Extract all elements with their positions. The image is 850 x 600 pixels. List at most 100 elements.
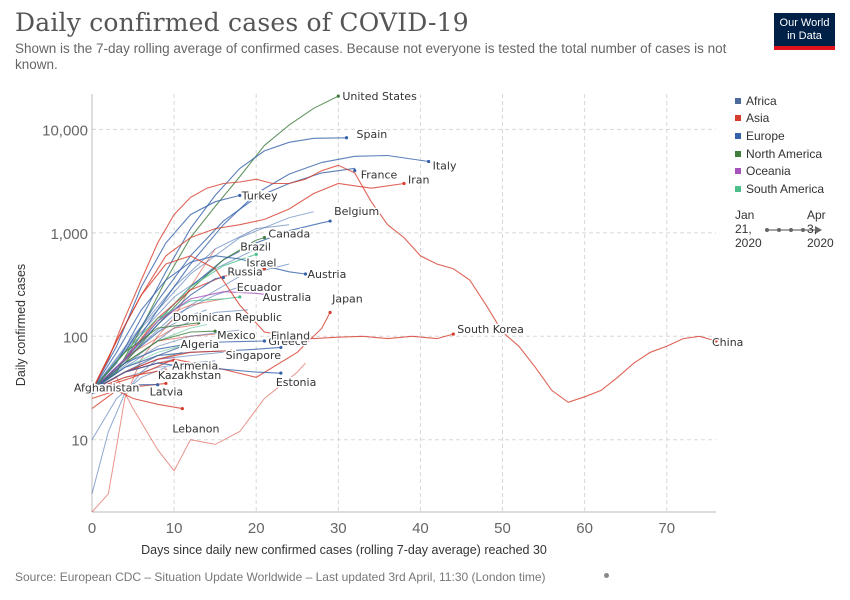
x-axis-title: Days since daily new confirmed cases (ro… bbox=[141, 543, 547, 557]
series-label: Algeria bbox=[181, 338, 220, 351]
series-label: Australia bbox=[263, 291, 312, 304]
y-tick-label: 10 bbox=[71, 433, 88, 450]
timeline-track[interactable] bbox=[765, 224, 825, 236]
series-endpoint bbox=[172, 359, 176, 363]
series-label: Russia bbox=[227, 266, 262, 279]
x-tick-label: 70 bbox=[658, 520, 675, 537]
series-endpoint bbox=[238, 295, 242, 299]
series-line-background bbox=[91, 358, 159, 494]
legend: Africa Asia Europe North America Oceania… bbox=[735, 92, 824, 198]
series-endpoint bbox=[238, 193, 242, 198]
series-endpoint bbox=[164, 381, 168, 386]
legend-item-africa[interactable]: Africa bbox=[735, 92, 824, 110]
timeline-handle-start[interactable] bbox=[765, 228, 769, 232]
timeline-dot bbox=[801, 228, 805, 232]
series-line bbox=[91, 369, 166, 391]
timeline-dot bbox=[777, 228, 781, 232]
timeline-end-label: Apr 3, 2020 bbox=[807, 208, 842, 250]
series-label: Latvia bbox=[150, 386, 184, 399]
series-label: United States bbox=[342, 90, 417, 103]
series-label: Afghanistan bbox=[74, 381, 140, 394]
chart-title: Daily confirmed cases of COVID-19 bbox=[15, 8, 469, 37]
owid-logo[interactable]: Our World in Data bbox=[774, 13, 835, 50]
series-endpoint bbox=[262, 339, 267, 343]
series-line bbox=[91, 95, 339, 391]
legend-swatch bbox=[735, 115, 741, 122]
series-label: Japan bbox=[331, 292, 363, 305]
series-endpoint bbox=[213, 329, 217, 333]
legend-item-north-america[interactable]: North America bbox=[735, 145, 824, 163]
legend-label: Africa bbox=[746, 93, 777, 108]
legend-item-oceania[interactable]: Oceania bbox=[735, 162, 824, 180]
legend-label: North America bbox=[746, 146, 823, 161]
series-line bbox=[91, 167, 356, 391]
series-endpoint bbox=[156, 383, 160, 387]
timeline-start-month: Jan bbox=[735, 208, 755, 222]
series-line-background bbox=[91, 362, 306, 472]
series-endpoint bbox=[279, 345, 283, 350]
timeline-start-day: 21, bbox=[735, 222, 752, 236]
chart-subtitle: Shown is the 7-day rolling average of co… bbox=[15, 41, 727, 72]
legend-label: Europe bbox=[746, 128, 785, 143]
series-endpoint bbox=[262, 267, 267, 271]
series-label: China bbox=[712, 336, 743, 349]
logo-line-2: in Data bbox=[787, 30, 822, 42]
legend-label: Oceania bbox=[746, 164, 791, 179]
series-label: France bbox=[361, 169, 398, 182]
series-line bbox=[91, 154, 429, 391]
series-endpoint bbox=[714, 339, 718, 343]
series-line bbox=[91, 164, 717, 403]
legend-swatch bbox=[735, 185, 741, 192]
more-info-dot[interactable] bbox=[604, 573, 609, 578]
series-label: Mexico bbox=[217, 329, 256, 342]
series-label: Turkey bbox=[241, 189, 278, 202]
x-tick-label: 50 bbox=[494, 520, 511, 537]
x-tick-label: 10 bbox=[166, 520, 183, 537]
series-line bbox=[91, 137, 347, 391]
series-label: Dominican Republic bbox=[173, 311, 282, 324]
series-label: Finland bbox=[271, 329, 310, 342]
y-tick-label: 100 bbox=[63, 329, 88, 346]
timeline-end-month: Apr bbox=[807, 208, 826, 222]
timeline-start-label: Jan 21, 2020 bbox=[735, 208, 770, 250]
logo-line-1: Our World bbox=[779, 17, 830, 29]
legend-item-south-america[interactable]: South America bbox=[735, 180, 824, 198]
series-endpoint bbox=[336, 94, 340, 98]
series-line bbox=[91, 194, 240, 391]
series-endpoint bbox=[402, 181, 406, 186]
timeline-slider[interactable]: Jan 21, 2020 Apr 3, 2020 bbox=[735, 208, 840, 256]
series-endpoint bbox=[164, 368, 168, 372]
series-label: Austria bbox=[307, 268, 346, 281]
legend-swatch bbox=[735, 150, 741, 157]
series-label: Armenia bbox=[172, 360, 218, 373]
series-label: Kazakhstan bbox=[158, 369, 221, 382]
series-endpoint bbox=[344, 136, 349, 140]
series-endpoint bbox=[197, 321, 201, 325]
timeline-handle-end[interactable] bbox=[815, 226, 822, 234]
series-line bbox=[91, 362, 281, 391]
series-line bbox=[91, 322, 199, 391]
series-line bbox=[91, 340, 265, 391]
legend-label: South America bbox=[746, 181, 825, 196]
series-label: Iran bbox=[408, 173, 430, 186]
series-label: Brazil bbox=[240, 240, 271, 253]
series-endpoint bbox=[221, 275, 225, 280]
series-label: South Korea bbox=[457, 323, 524, 336]
timeline-dot bbox=[789, 228, 793, 232]
series-endpoint bbox=[353, 168, 357, 173]
timeline-end-year: 2020 bbox=[807, 236, 834, 250]
legend-swatch bbox=[735, 97, 741, 104]
x-tick-label: 60 bbox=[576, 520, 593, 537]
legend-item-europe[interactable]: Europe bbox=[735, 127, 824, 145]
x-tick-label: 20 bbox=[248, 520, 265, 537]
legend-item-asia[interactable]: Asia bbox=[735, 110, 824, 128]
legend-swatch bbox=[735, 168, 741, 175]
source-note[interactable]: Source: European CDC – Situation Update … bbox=[15, 570, 546, 584]
timeline-start-year: 2020 bbox=[735, 236, 762, 250]
legend-label: Asia bbox=[746, 111, 770, 126]
series-endpoint bbox=[303, 272, 308, 276]
series-endpoint bbox=[328, 310, 332, 315]
series-endpoint bbox=[229, 349, 234, 353]
series-endpoint bbox=[328, 219, 332, 223]
